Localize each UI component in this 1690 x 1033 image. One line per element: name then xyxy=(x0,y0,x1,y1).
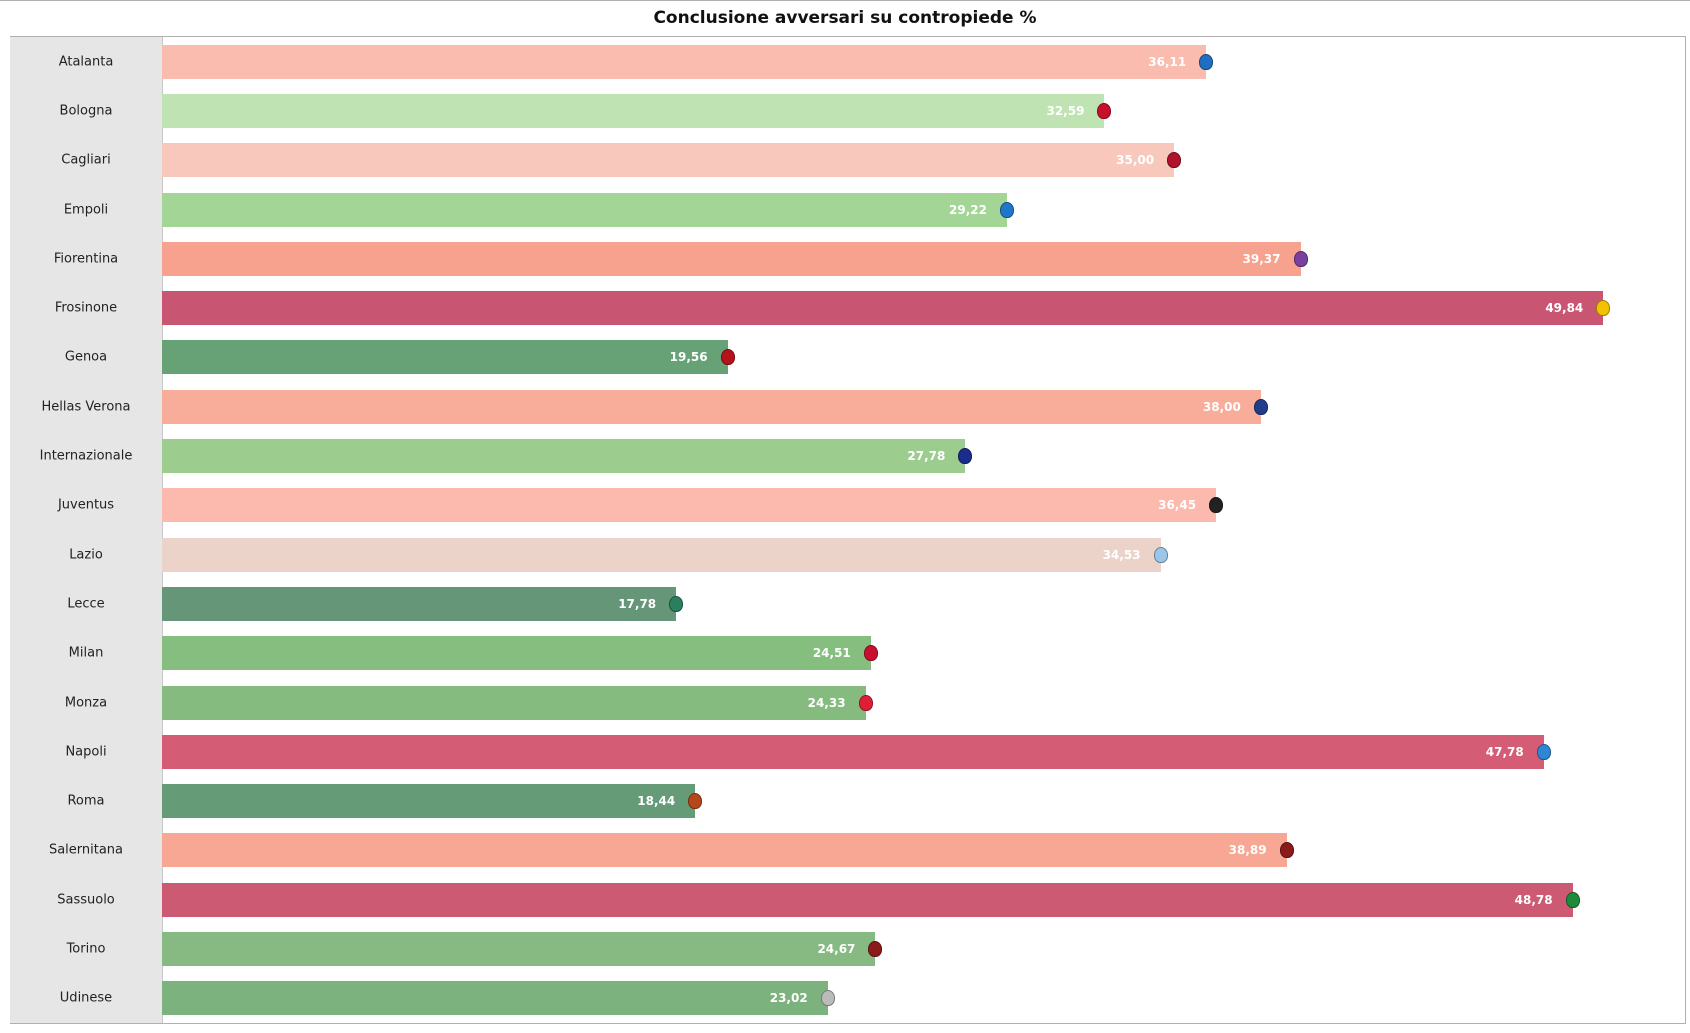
sassuolo-crest-icon xyxy=(1565,891,1580,908)
category-label: Monza xyxy=(64,695,108,711)
data-label: 48,78 xyxy=(1514,892,1553,907)
genoa-crest-icon xyxy=(720,349,735,366)
hellas-verona-crest-icon xyxy=(1253,398,1268,415)
roma-crest-icon xyxy=(688,793,703,810)
plot-frame xyxy=(10,36,1686,1024)
bar xyxy=(162,734,1544,769)
category-label: Cagliari xyxy=(61,152,111,168)
bar xyxy=(162,143,1175,178)
atalanta-crest-icon xyxy=(1199,53,1214,70)
data-label: 38,89 xyxy=(1228,843,1267,858)
udinese-crest-icon xyxy=(820,990,835,1007)
torino-crest-icon xyxy=(868,941,883,958)
category-label: Genoa xyxy=(64,349,108,365)
category-label: Hellas Verona xyxy=(41,399,131,415)
bar xyxy=(162,833,1287,868)
bar xyxy=(162,882,1573,917)
salernitana-crest-icon xyxy=(1279,842,1294,859)
category-label: Fiorentina xyxy=(53,251,119,267)
bar xyxy=(162,981,828,1016)
category-label: Juventus xyxy=(57,497,115,513)
data-label: 35,00 xyxy=(1116,153,1155,168)
bar xyxy=(162,192,1007,227)
category-label: Torino xyxy=(66,941,106,957)
category-label: Salernitana xyxy=(48,842,124,858)
data-label: 47,78 xyxy=(1485,744,1524,759)
internazionale-crest-icon xyxy=(958,448,973,465)
bar xyxy=(162,439,966,474)
data-label: 24,33 xyxy=(807,695,846,710)
bar xyxy=(162,932,876,967)
data-label: 36,11 xyxy=(1148,54,1187,69)
data-label: 36,45 xyxy=(1158,498,1197,513)
monza-crest-icon xyxy=(858,694,873,711)
bar xyxy=(162,340,728,375)
data-label: 39,37 xyxy=(1242,251,1281,266)
category-label: Bologna xyxy=(59,103,113,119)
napoli-crest-icon xyxy=(1536,743,1551,760)
category-label: Sassuolo xyxy=(57,892,115,908)
category-label: Milan xyxy=(68,645,104,661)
chart-title: Conclusione avversari su contropiede % xyxy=(653,8,1037,28)
category-label: Frosinone xyxy=(54,300,118,316)
category-label: Napoli xyxy=(65,744,107,760)
bar xyxy=(162,784,696,819)
lecce-crest-icon xyxy=(669,595,684,612)
data-label: 24,67 xyxy=(817,942,856,957)
cagliari-crest-icon xyxy=(1167,152,1182,169)
empoli-crest-icon xyxy=(999,201,1014,218)
data-label: 18,44 xyxy=(637,794,676,809)
data-label: 32,59 xyxy=(1046,103,1085,118)
bar xyxy=(162,93,1105,128)
bar xyxy=(162,685,866,720)
lazio-crest-icon xyxy=(1153,546,1168,563)
bologna-crest-icon xyxy=(1097,102,1112,119)
data-label: 49,84 xyxy=(1545,301,1584,316)
bar xyxy=(162,636,871,671)
category-label: Internazionale xyxy=(39,448,133,464)
bar xyxy=(162,291,1604,326)
juventus-crest-icon xyxy=(1209,497,1224,514)
bar xyxy=(162,488,1217,523)
data-label: 17,78 xyxy=(618,596,657,611)
category-label-column xyxy=(10,37,163,1023)
category-label: Lecce xyxy=(67,596,105,612)
bar xyxy=(162,586,677,621)
data-label: 19,56 xyxy=(669,350,708,365)
category-label: Udinese xyxy=(59,990,113,1006)
data-label: 27,78 xyxy=(907,449,946,464)
bar xyxy=(162,241,1301,276)
bar xyxy=(162,537,1161,572)
category-label: Roma xyxy=(67,793,105,809)
data-label: 34,53 xyxy=(1102,547,1141,562)
data-label: 29,22 xyxy=(949,202,987,217)
data-label: 38,00 xyxy=(1202,399,1241,414)
bar xyxy=(162,44,1207,79)
data-label: 23,02 xyxy=(769,991,808,1006)
category-label: Lazio xyxy=(69,547,103,563)
category-label: Empoli xyxy=(63,202,109,218)
bar xyxy=(162,389,1261,424)
milan-crest-icon xyxy=(863,645,878,662)
frosinone-crest-icon xyxy=(1596,300,1611,317)
data-label: 24,51 xyxy=(812,646,851,661)
fiorentina-crest-icon xyxy=(1293,250,1308,267)
category-label: Atalanta xyxy=(58,54,114,70)
top-border xyxy=(0,0,1690,1)
